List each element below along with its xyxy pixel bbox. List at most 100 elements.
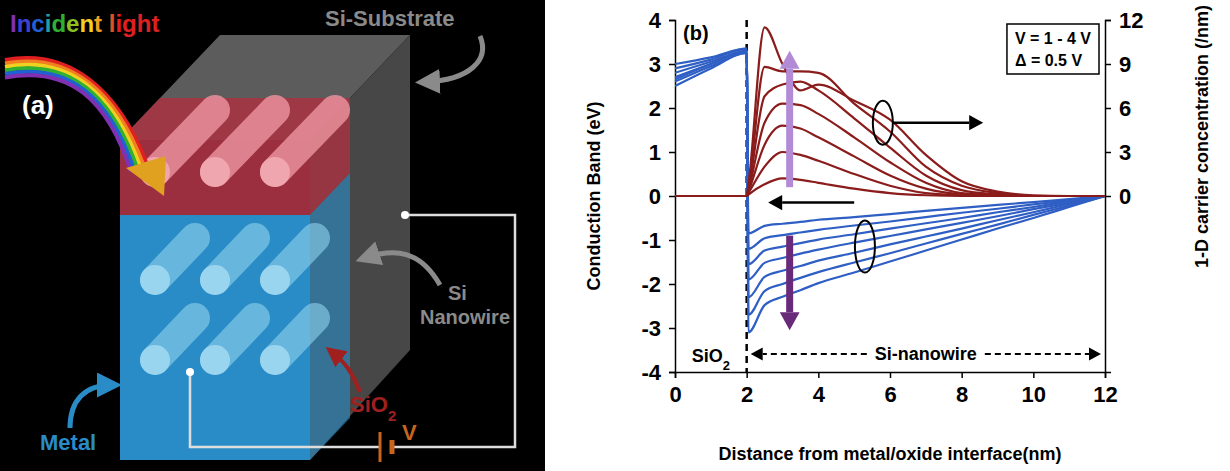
tick-mark <box>669 284 675 286</box>
circuit <box>186 211 515 462</box>
x-axis-title: Distance from metal/oxide interface(nm) <box>718 444 1061 464</box>
tick: 2 <box>741 372 753 407</box>
voltage-label: V <box>402 420 417 445</box>
light-stripe <box>5 72 134 170</box>
axis-line <box>669 21 676 373</box>
tick-label: 3 <box>649 52 661 77</box>
tick: 0 <box>649 184 675 209</box>
carrier-group-ring <box>873 101 893 145</box>
tick-mark <box>669 152 675 154</box>
tick-label: 2 <box>649 96 661 121</box>
tick-label: -4 <box>641 360 661 385</box>
tick-mark <box>1105 20 1111 22</box>
battery-plate <box>390 440 395 454</box>
tick-mark <box>1105 196 1111 198</box>
tick: 0 <box>1105 184 1131 209</box>
nanowire-end <box>200 157 230 187</box>
tick-mark <box>669 196 675 198</box>
tick-mark <box>669 372 675 374</box>
metal-label: Metal <box>40 430 96 455</box>
carrier-line <box>675 27 1105 196</box>
tick-label: 8 <box>956 382 968 407</box>
tick-mark <box>818 372 820 378</box>
nanowire-region-label: Si-nanowire <box>875 344 977 364</box>
nanowire-end <box>140 345 170 375</box>
tick-label: 4 <box>649 8 662 33</box>
tick-label: 6 <box>884 382 896 407</box>
axis-line <box>676 373 1106 379</box>
tick-label: 10 <box>1022 382 1046 407</box>
oxide-label: SiO2 <box>350 392 396 424</box>
voltage-up-arrow <box>780 51 800 187</box>
nanowire-span-right-head <box>1089 347 1101 360</box>
substrate-pointer <box>425 36 483 82</box>
tick-label: -3 <box>641 316 661 341</box>
metal-pointer <box>70 385 112 428</box>
tick: 3 <box>649 52 675 77</box>
tick-mark <box>961 372 963 378</box>
incident-light-label: Incident light <box>10 10 159 37</box>
tick-label: 0 <box>1119 184 1131 209</box>
band-line <box>675 49 1105 333</box>
annotation-shapes <box>768 51 983 330</box>
nanowire-span-left-head <box>751 347 763 360</box>
panel-label: (a) <box>22 90 54 120</box>
nanowire-pointer <box>365 253 440 285</box>
tick-label: 6 <box>1119 96 1131 121</box>
panel-a-background <box>0 0 545 471</box>
tick: -4 <box>641 360 675 385</box>
tick: 12 <box>1093 372 1117 407</box>
tick-mark <box>669 328 675 330</box>
carrier-line <box>675 104 1105 196</box>
nanowire-end <box>260 265 290 295</box>
tick-mark <box>669 240 675 242</box>
tick-mark <box>1105 64 1111 66</box>
tick-mark <box>1105 152 1111 154</box>
voltage-range: V = 1 - 4 V <box>1015 30 1091 47</box>
to-right-axis-arrow <box>893 115 983 130</box>
tick: 3 <box>1105 140 1131 165</box>
incident-light-arrow <box>5 58 166 196</box>
nanowire-end <box>260 345 290 375</box>
figure: Incident light(a)Si-SubstrateSi Nanowire… <box>0 0 1230 471</box>
voltage-up-arrow-shaft <box>786 69 793 187</box>
voltage-up-arrow-head <box>780 51 800 69</box>
band-line <box>675 51 1105 297</box>
to-left-axis-arrow <box>768 195 854 210</box>
to-right-axis-arrow-head <box>969 115 983 130</box>
tick-label: 3 <box>1119 140 1131 165</box>
oxide-region-label: SiO2 <box>692 346 730 373</box>
to-right-axis-arrow-shaft <box>893 121 969 124</box>
tick-label: 4 <box>813 382 826 407</box>
nanowire-end <box>200 345 230 375</box>
light-arrowhead <box>126 156 166 196</box>
tick: 6 <box>884 372 896 407</box>
tick-mark <box>669 108 675 110</box>
tick: 8 <box>956 372 968 407</box>
axis-line <box>1106 21 1112 373</box>
tick-label: 12 <box>1093 382 1117 407</box>
voltage-down-arrow <box>780 236 800 331</box>
carrier-line <box>675 82 1105 196</box>
tick-mark <box>669 64 675 66</box>
tick-label: 2 <box>741 382 753 407</box>
to-left-axis-arrow-shaft <box>782 201 854 204</box>
band-line <box>675 53 1105 249</box>
contact <box>186 368 194 376</box>
light-stripe <box>5 75 131 172</box>
voltage-box-frame <box>1007 24 1099 74</box>
nanowire-end <box>200 265 230 295</box>
tick-mark <box>890 372 892 378</box>
tick: 6 <box>1105 96 1131 121</box>
tick-mark <box>1033 372 1035 378</box>
substrate-label: Si-Substrate <box>325 6 455 31</box>
y2-axis-title: 1-D carrier concentration (/nm) <box>1192 5 1212 268</box>
nanowire-span-left-shaft <box>763 353 867 355</box>
nanowire-end <box>260 157 290 187</box>
tick: 4 <box>649 8 675 33</box>
panel-label: (b) <box>683 22 709 44</box>
band-line <box>675 51 1105 264</box>
tick: 2 <box>649 96 675 121</box>
y-axis-title: Conduction Band (eV) <box>584 102 604 291</box>
tick: 9 <box>1105 52 1131 77</box>
